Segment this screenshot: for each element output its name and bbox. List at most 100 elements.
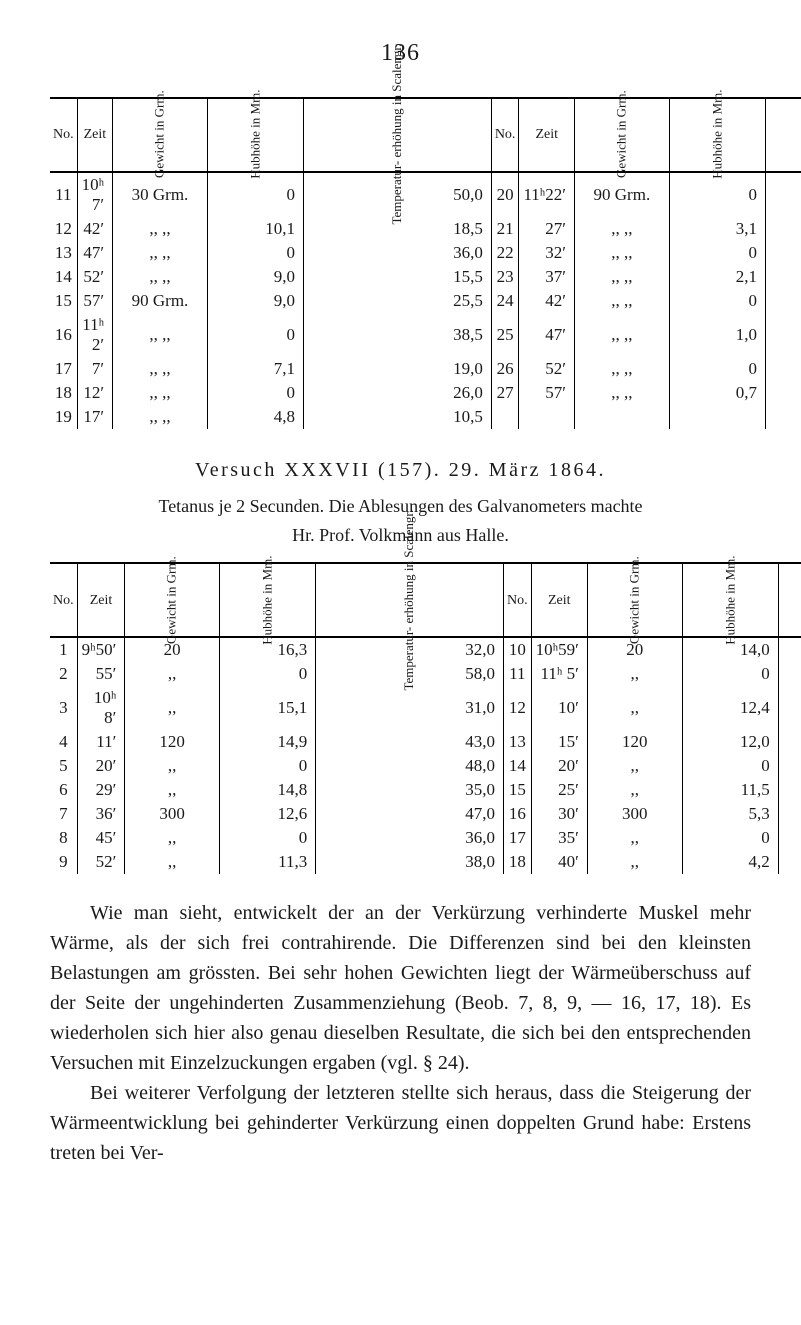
table-cell: 26,0 [778,754,801,778]
th2-temp-label: Temperatur- erhöhung in Scalengr. [402,509,416,690]
table-cell: 27,0 [778,802,801,826]
table-cell: ,, ,, [113,265,208,289]
table-cell: 11,5 [682,778,778,802]
table-cell: 26 [491,357,519,381]
table-cell: 20′ [77,754,125,778]
table-cell: ,, ,, [113,217,208,241]
table-cell [575,405,670,429]
table-cell: ,, [587,686,682,730]
table-cell: 17 [50,357,77,381]
table-cell: 40′ [531,850,587,874]
table-cell [519,405,575,429]
table-row: 1110ʰ 7′30 Grm.050,02011ʰ22′90 Grm.018,0 [50,172,801,217]
table-row: 629′,,14,835,01525′,,11,521,5 [50,778,801,802]
table-cell: 38,0 [316,850,504,874]
table-cell: 10 [504,637,532,662]
table-cell: 16 [50,313,77,357]
table-cell: ,, [587,662,682,686]
table-cell: 6 [50,778,77,802]
page: 136 No. Zeit Gewicht in Grm. Hubhöhe in … [0,0,801,1325]
table-cell: ,, [125,662,220,686]
table-cell: 15,1 [220,686,316,730]
table-cell: 5 [50,754,77,778]
table-cell: 12,6 [220,802,316,826]
table-cell: 15,5 [304,265,492,289]
table-cell: 36,0 [304,241,492,265]
table-cell: 4 [50,730,77,754]
table-cell: 4,8 [207,405,303,429]
th-no-r: No. [491,98,519,172]
table-cell: 5,5 [765,357,801,381]
table-cell: 8 [50,826,77,850]
table-cell: ,, [125,778,220,802]
table-cell: 18 [504,850,532,874]
table-cell: 11ʰ22′ [519,172,575,217]
table-cell: 10′ [531,686,587,730]
table-cell: 9 [50,850,77,874]
th2-no-r: No. [504,563,532,637]
table-cell: 0 [220,754,316,778]
table-cell: 300 [125,802,220,826]
table-cell: 0 [669,289,765,313]
table-cell: 5,3 [682,802,778,826]
table-row: 1917′,, ,,4,810,5 [50,405,801,429]
table-cell: 57′ [77,289,112,313]
table-cell: 0 [669,241,765,265]
table-cell: 36′ [77,802,125,826]
table-cell: 48,0 [316,754,504,778]
table-cell: 11ʰ 2′ [77,313,112,357]
th-gewicht: Gewicht in Grm. [113,98,208,172]
table-cell: 31,0 [316,686,504,730]
table-cell: ,, ,, [575,313,670,357]
table-cell: 14 [504,754,532,778]
table-cell: 21,5 [778,778,801,802]
table-cell: 11 [504,662,532,686]
table-cell: 1,0 [669,313,765,357]
table-cell: 120 [587,730,682,754]
table-cell: 20,5 [778,826,801,850]
th2-gewicht: Gewicht in Grm. [125,563,220,637]
th-temp: Temperatur- erhöhung in Scalengr. [304,98,492,172]
table-cell: 14 [50,265,77,289]
table-cell: 7′ [77,357,112,381]
th-gewicht-r: Gewicht in Grm. [575,98,670,172]
table-cell: 52′ [519,357,575,381]
table-cell: 47,0 [316,802,504,826]
table-cell: 13 [50,241,77,265]
table-cell: ,, [587,754,682,778]
table-cell: 15′ [531,730,587,754]
table-cell: 8,5 [765,289,801,313]
table-cell: 1 [50,637,77,662]
th2-zeit-r: Zeit [531,563,587,637]
table-cell: 90 Grm. [575,172,670,217]
table-cell: 25′ [531,778,587,802]
th2-hubhohe-r: Hubhöhe in Mm. [682,563,778,637]
table-row: 952′,,11,338,01840′,,4,222,5 [50,850,801,874]
table-cell: 12 [504,686,532,730]
table-cell: 55′ [77,662,125,686]
table-cell [491,405,519,429]
table-row: 255′,,058,01111ʰ 5′,,035,0 [50,662,801,686]
th2-hubhohe-r-label: Hubhöhe in Mm. [723,555,737,644]
table-cell: 19 [50,405,77,429]
table-row: 845′,,036,01735′,,020,5 [50,826,801,850]
th-hubhohe-r: Hubhöhe in Mm. [669,98,765,172]
table-cell: 42′ [77,217,112,241]
table-row: 310ʰ 8′,,15,131,01210′,,12,414,5 [50,686,801,730]
table-cell: 0 [220,662,316,686]
table-cell: 14,0 [765,241,801,265]
th2-zeit: Zeit [77,563,125,637]
table-cell: 12 [50,217,77,241]
body-text: Wie man sieht, entwickelt der an der Ver… [50,898,751,1168]
table-cell: 0 [669,357,765,381]
table-cell: 18 [50,381,77,405]
table-cell: 3,5 [765,381,801,405]
table-cell: 0 [682,826,778,850]
table-cell: ,, ,, [575,357,670,381]
table-cell: 300 [587,802,682,826]
table-cell: ,, [125,686,220,730]
table-cell: 3 [50,686,77,730]
th-hubhohe-label: Hubhöhe in Mm. [248,90,262,179]
table-row: 1557′90 Grm.9,025,52442′,, ,,08,5 [50,289,801,313]
table-cell: 11′ [77,730,125,754]
